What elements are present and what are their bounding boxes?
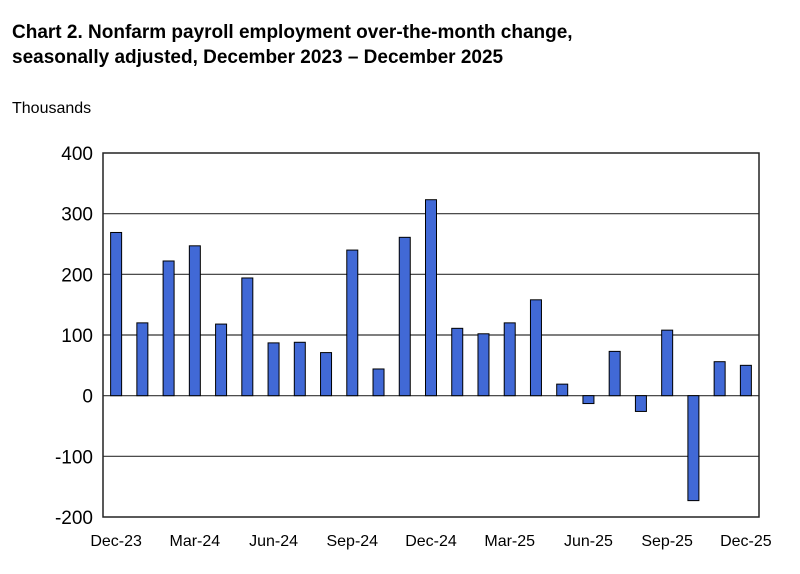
bar-Feb-25 (477, 333, 490, 397)
bar-Nov-25 (713, 361, 726, 397)
bar-Jun-25 (582, 395, 595, 405)
x-tick-label: Mar-24 (169, 533, 220, 550)
bar-May-24 (241, 277, 254, 397)
y-tick-label: 100 (61, 326, 93, 347)
bar-Dec-23 (110, 231, 123, 397)
bar-Apr-24 (215, 323, 228, 397)
x-tick-label: Jun-24 (249, 533, 298, 550)
x-tick-label: Dec-25 (720, 533, 772, 550)
x-tick-label: Mar-25 (484, 533, 535, 550)
bar-Aug-25 (634, 395, 647, 412)
bar-Jan-25 (451, 327, 464, 397)
y-tick-label: 0 (82, 387, 93, 408)
y-tick-label: -200 (55, 508, 93, 529)
bar-Sep-25 (661, 329, 674, 397)
bar-Nov-24 (398, 236, 411, 397)
bar-Oct-25 (687, 395, 700, 502)
bar-Jan-24 (136, 322, 149, 397)
bar-Dec-24 (425, 199, 437, 397)
y-tick-label: 200 (61, 265, 93, 286)
plot-area-frame (102, 152, 760, 518)
bar-Jul-25 (608, 350, 621, 397)
bar-Jul-24 (293, 341, 306, 397)
bar-Mar-25 (503, 322, 516, 397)
bar-Sep-24 (346, 249, 359, 397)
x-tick-label: Jun-25 (564, 533, 613, 550)
bar-May-25 (556, 383, 569, 397)
x-tick-label: Dec-24 (405, 533, 457, 550)
y-tick-label: 300 (61, 205, 93, 226)
bar-Dec-25 (739, 364, 752, 397)
x-tick-label: Sep-25 (641, 533, 693, 550)
bar-Apr-25 (529, 299, 542, 397)
bar-Feb-24 (162, 260, 175, 397)
bar-Aug-24 (320, 352, 333, 397)
chart-title-line-1: Chart 2. Nonfarm payroll employment over… (12, 22, 573, 43)
x-tick-label: Dec-23 (90, 533, 142, 550)
y-tick-label: -100 (55, 447, 93, 468)
bar-Mar-24 (188, 245, 201, 397)
x-tick-label: Sep-24 (326, 533, 378, 550)
bar-Oct-24 (372, 368, 385, 397)
y-axis-label: Thousands (12, 100, 91, 117)
y-tick-label: 400 (61, 144, 93, 165)
chart-title-line-2: seasonally adjusted, December 2023 – Dec… (12, 47, 504, 68)
bar-Jun-24 (267, 342, 280, 397)
